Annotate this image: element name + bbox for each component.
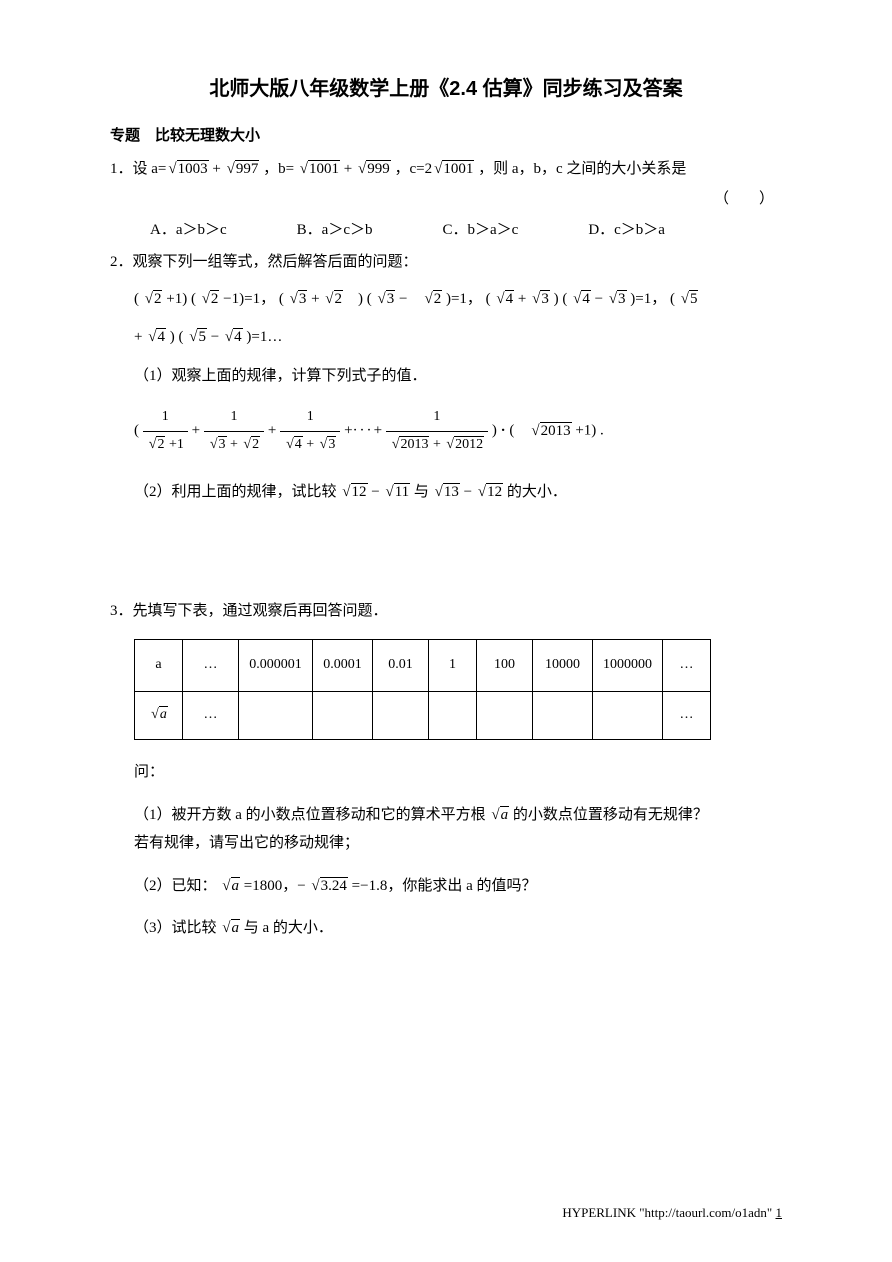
q1-mid2: ，c=2	[394, 161, 432, 177]
table-cell	[533, 692, 593, 740]
q2-sub2: （2）利用上面的规律，试比较 12 − 11 与 13 − 12 的大小．	[110, 478, 782, 507]
table-cell: 10000	[533, 640, 593, 692]
q1-choices: A．a＞b＞c B．a＞c＞b C．b＞a＞c D．c＞b＞a	[110, 216, 782, 245]
table-cell: a	[135, 640, 183, 692]
question-3: 3．先填写下表，通过观察后再回答问题． a…0.0000010.00010.01…	[110, 597, 782, 943]
footer-hyperlink-text: HYPERLINK "http://taourl.com/o1adn"	[562, 1205, 775, 1220]
table-cell: 1	[429, 640, 477, 692]
q1-prefix: 1．设 a=	[110, 161, 166, 177]
table-cell: …	[183, 692, 239, 740]
choice-a: A．a＞b＞c	[150, 216, 227, 245]
sqrt-1001b: 1001	[432, 155, 474, 184]
q3-sub3: （3）试比较 a 与 a 的大小．	[110, 914, 782, 943]
table-row: a……	[135, 692, 711, 740]
table-cell: …	[663, 692, 711, 740]
q2-equations-1: ( 2 +1) ( 2 −1)=1， ( 3 + 2 ) ( 3 − 2 )=1…	[110, 285, 782, 314]
table-cell: 0.0001	[313, 640, 373, 692]
q3-sub1: （1）被开方数 a 的小数点位置移动和它的算术平方根 a 的小数点位置移动有无规…	[110, 801, 782, 858]
sqrt-1003: 1003	[166, 155, 208, 184]
table-row: a…0.0000010.00010.011100100001000000…	[135, 640, 711, 692]
table-cell	[429, 692, 477, 740]
table-cell: 100	[477, 640, 533, 692]
q3-stem: 3．先填写下表，通过观察后再回答问题．	[110, 597, 782, 626]
table-cell: a	[135, 692, 183, 740]
table-cell	[593, 692, 663, 740]
table-cell: 1000000	[593, 640, 663, 692]
question-1: 1．设 a=1003 + 997 ，b= 1001 + 999 ，c=21001…	[110, 155, 782, 184]
q2-equations-2: + 4 ) ( 5 − 4 )=1…	[110, 323, 782, 352]
choice-b: B．a＞c＞b	[297, 216, 373, 245]
table-cell: 0.01	[373, 640, 429, 692]
table-cell	[313, 692, 373, 740]
table-cell: …	[663, 640, 711, 692]
q2-sum-expression: ( 12 +1 + 13 + 2 + 14 + 3 +···+ 12013 + …	[110, 404, 782, 458]
sqrt-997: 997	[225, 155, 260, 184]
q2-sub1: （1）观察上面的规律，计算下列式子的值．	[110, 362, 782, 391]
q1-suffix: ，则 a，b，c 之间的大小关系是	[478, 161, 686, 177]
page-title: 北师大版八年级数学上册《2.4 估算》同步练习及答案	[110, 70, 782, 108]
table-cell	[477, 692, 533, 740]
table-cell: 0.000001	[239, 640, 313, 692]
q1-mid1: ，b=	[263, 161, 294, 177]
sqrt-999: 999	[356, 155, 391, 184]
table-cell	[373, 692, 429, 740]
q3-sub2: （2）已知： a =1800，− 3.24 =−1.8，你能求出 a 的值吗？	[110, 872, 782, 901]
q3-ask: 问：	[110, 758, 782, 787]
page-footer: HYPERLINK "http://taourl.com/o1adn" 1	[562, 1201, 782, 1226]
sqrt-1001: 1001	[298, 155, 340, 184]
answer-bracket: （ ）	[110, 185, 782, 214]
question-2-stem: 2．观察下列一组等式，然后解答后面的问题：	[110, 248, 782, 277]
section-subtitle: 专题 比较无理数大小	[110, 122, 782, 151]
choice-c: C．b＞a＞c	[442, 216, 518, 245]
choice-d: D．c＞b＞a	[588, 216, 665, 245]
table-cell: …	[183, 640, 239, 692]
footer-page-number: 1	[776, 1205, 783, 1220]
q3-table: a…0.0000010.00010.011100100001000000… a……	[134, 639, 711, 740]
table-cell	[239, 692, 313, 740]
